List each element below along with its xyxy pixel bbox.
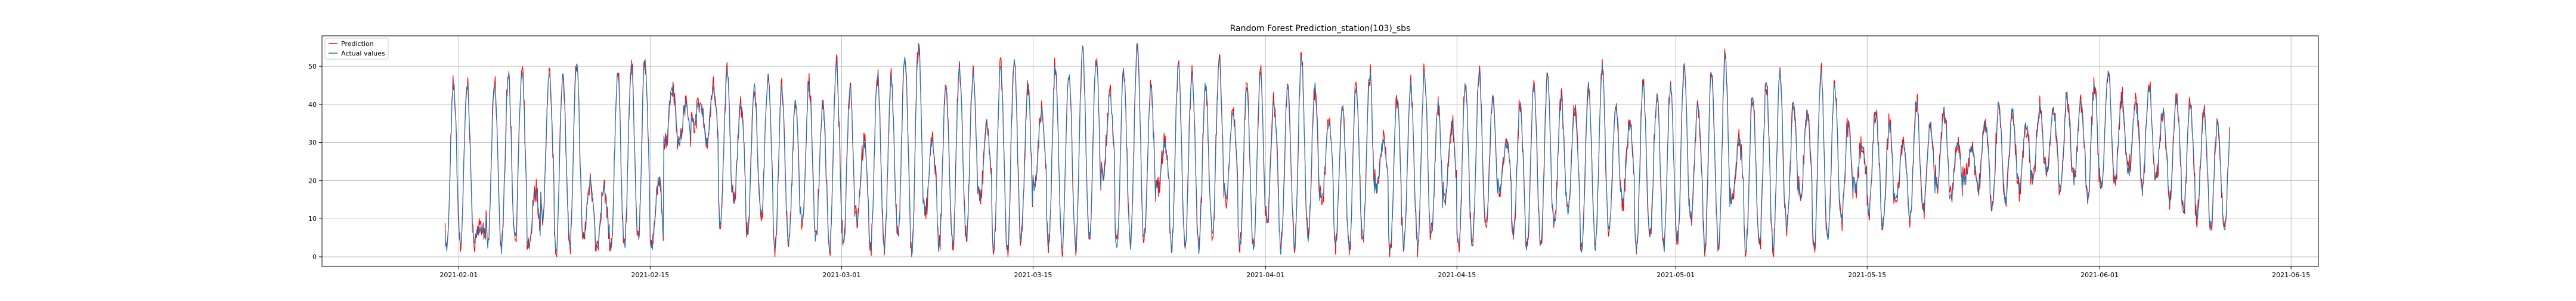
y-tick-label: 0 [312,253,317,261]
x-tick-label: 2021-06-15 [2272,271,2310,279]
legend-box [324,38,389,60]
x-tick-label: 2021-04-15 [1438,271,1476,279]
y-tick-label: 50 [308,63,317,70]
x-tick-label: 2021-05-01 [1657,271,1695,279]
x-tick-label: 2021-06-01 [2080,271,2119,279]
legend-label-actual: Actual values [341,50,385,57]
x-tick-label: 2021-02-15 [631,271,669,279]
y-axis: 0 10 20 30 40 50 [308,63,322,261]
legend-label-prediction: Prediction [341,40,374,48]
y-tick-label: 40 [308,101,317,109]
x-axis: 2021-02-01 2021-02-15 2021-03-01 2021-03-15… [439,266,2310,279]
series-lines [444,43,2230,257]
x-tick-label: 2021-03-15 [1014,271,1052,279]
x-tick-label: 2021-05-15 [1848,271,1886,279]
y-tick-label: 20 [308,177,317,185]
grid [322,36,2318,266]
series-line-actual [444,43,2230,256]
legend: Prediction Actual values [324,38,389,60]
x-tick-label: 2021-02-01 [439,271,478,279]
x-tick-label: 2021-04-01 [1246,271,1284,279]
y-tick-label: 30 [308,139,317,147]
chart-title: Random Forest Prediction_station(103)_sb… [1230,24,1411,33]
y-tick-label: 10 [308,215,317,223]
x-tick-label: 2021-03-01 [822,271,860,279]
plot-area-frame [321,35,2319,267]
